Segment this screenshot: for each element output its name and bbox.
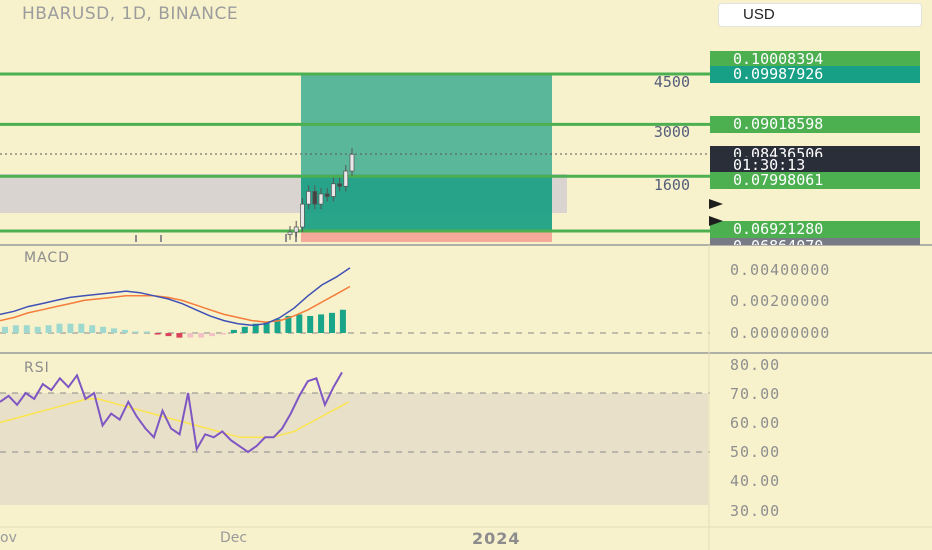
macd-histogram-bar [56, 323, 63, 333]
price-tag-level-6: 0.06864070 [710, 238, 920, 245]
macd-axis-label: 0.00000000 [730, 324, 831, 342]
rsi-band-fill [0, 393, 708, 505]
macd-histogram-bar [12, 325, 19, 333]
macd-histogram-bar [78, 323, 85, 333]
bar-countdown: 01:30:13 [710, 157, 920, 174]
macd-histogram-bar [198, 333, 205, 338]
profit-zone-lower [301, 176, 552, 231]
macd-title: MACD [24, 250, 70, 266]
macd-signal-line [0, 285, 351, 323]
macd-histogram-bar [285, 315, 292, 333]
macd-histogram-bar [220, 333, 226, 335]
rsi-axis-label: 50.00 [730, 443, 781, 461]
macd-histogram-bar [2, 326, 8, 333]
macd-histogram-bar [132, 331, 139, 333]
volume-bar [285, 234, 287, 242]
price-tag-level-2: 0.09987926 [710, 66, 920, 83]
macd-axis-label: 0.00200000 [730, 292, 831, 310]
macd-histogram-bar [187, 333, 194, 338]
rsi-axis-label: 30.00 [730, 502, 781, 520]
candle-body [312, 191, 318, 205]
macd-histogram-bar [230, 329, 237, 333]
currency-selector[interactable]: USD [718, 3, 922, 27]
candle-body [293, 226, 299, 233]
macd-histogram-bar [209, 333, 216, 337]
mid-quantity-label: 3000 [653, 123, 690, 141]
candle-body [287, 231, 293, 235]
macd-histogram-bar [34, 326, 41, 333]
x-axis-label-dec: Dec [220, 530, 248, 546]
macd-histogram-bar [329, 312, 335, 333]
price-tag-level-4: 0.07998061 [710, 172, 920, 189]
macd-histogram-bar [154, 333, 161, 335]
price-pane [0, 72, 710, 242]
flag-marker-icon [709, 216, 723, 226]
macd-histogram-bar [296, 314, 303, 333]
rsi-axis-label: 80.00 [730, 356, 781, 374]
macd-histogram-bar [176, 333, 183, 338]
macd-histogram-bar [67, 323, 74, 333]
pane-separators [0, 244, 932, 550]
macd-histogram-bar [165, 333, 172, 337]
macd-histogram-bar [274, 319, 281, 333]
macd-histogram-bar [263, 322, 270, 333]
candle-body [337, 183, 342, 187]
loss-zone [301, 231, 552, 242]
macd-histogram-bar [252, 323, 259, 333]
entry-quantity-label: 1600 [653, 176, 690, 194]
rsi-axis-label: 60.00 [730, 414, 781, 432]
x-axis-label-nov: ov [0, 530, 17, 546]
candle-body [349, 153, 355, 172]
flag-marker-icon [709, 199, 723, 209]
price-tag-level-1: 0.10008394 [710, 51, 920, 68]
candle-body [318, 193, 324, 205]
symbol-title: HBARUSD, 1D, BINANCE [22, 4, 239, 24]
price-tag-level-3: 0.09018598 [710, 116, 920, 133]
volume-bar [135, 235, 137, 242]
macd-histogram-bar [23, 325, 30, 333]
macd-axis-label: 0.00400000 [730, 261, 831, 279]
macd-line [0, 267, 351, 327]
macd-histogram-bar [339, 309, 346, 333]
rsi-axis-label: 40.00 [730, 472, 781, 490]
rsi-line [0, 371, 343, 454]
rsi-ma-line [0, 398, 350, 439]
macd-histogram-bar [100, 326, 107, 333]
macd-histogram-bar [45, 325, 52, 333]
candle-body [324, 193, 330, 197]
macd-histogram-bar [89, 325, 96, 333]
volume-bar [160, 235, 162, 242]
macd-histogram-bar [307, 315, 314, 333]
rsi-title: RSI [24, 360, 50, 376]
candle-body [343, 170, 349, 187]
price-tag-level-5: 0.06921280 [710, 221, 920, 238]
macd-histogram-bar [241, 326, 248, 333]
candle-body [306, 191, 311, 205]
target-quantity-label: 4500 [653, 73, 690, 91]
x-axis-label-year: 2024 [472, 529, 521, 548]
candle-body [300, 203, 305, 228]
candle-body [331, 183, 336, 197]
macd-histogram-bar [121, 329, 128, 333]
rsi-axis-label: 70.00 [730, 385, 781, 403]
macd-histogram-bar [111, 328, 117, 333]
macd-histogram-bar [318, 314, 325, 333]
macd-pane [0, 267, 710, 338]
rsi-pane [0, 371, 710, 505]
macd-histogram-bar [143, 331, 150, 333]
